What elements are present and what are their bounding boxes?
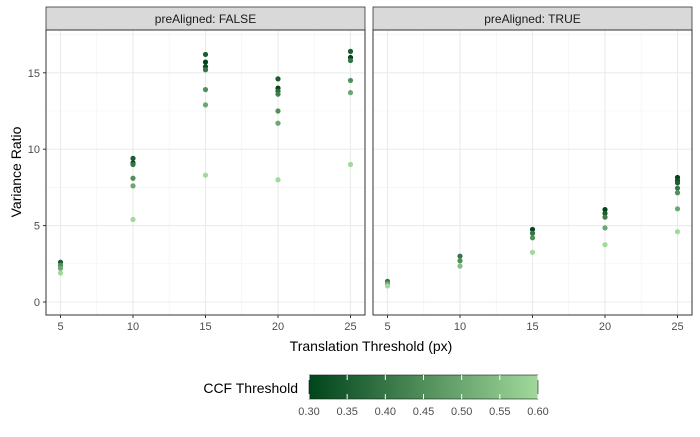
legend-tick-label: 0.40 — [375, 406, 396, 418]
legend-ticks: 0.30 0.35 0.40 0.45 0.50 0.55 0.60 — [298, 375, 549, 418]
data-point — [275, 91, 281, 97]
data-point — [529, 226, 536, 233]
x-tick-label: 20 — [599, 321, 611, 333]
legend-tick-label: 0.45 — [413, 406, 434, 418]
legend-tick-label: 0.60 — [527, 406, 548, 418]
data-point — [457, 253, 463, 259]
facet-panel: preAligned: FALSE 5 10 15 20 25 0 5 10 15 — [28, 6, 366, 333]
data-point — [347, 48, 354, 54]
data-point — [202, 86, 209, 93]
data-point — [602, 214, 608, 220]
data-point — [202, 102, 209, 108]
data-point — [347, 57, 354, 64]
data-point — [347, 77, 354, 84]
x-tick-label: 10 — [454, 321, 466, 333]
data-point — [275, 108, 281, 114]
data-point — [130, 216, 136, 223]
data-point — [275, 120, 281, 126]
x-tick-label: 15 — [526, 321, 538, 333]
x-tick-label: 5 — [57, 321, 63, 333]
data-point — [130, 161, 136, 168]
data-point — [384, 283, 391, 289]
legend-tick-label: 0.30 — [298, 406, 319, 418]
x-tick-label: 15 — [199, 321, 211, 333]
data-point — [57, 265, 64, 271]
data-point — [347, 161, 354, 168]
data-point — [202, 51, 209, 58]
data-point — [202, 172, 209, 178]
data-point — [602, 242, 608, 248]
data-point — [602, 206, 608, 213]
data-point — [529, 249, 536, 255]
color-legend: CCF Threshold 0.30 0.35 0.40 0.45 0.50 0.55 0.… — [203, 374, 549, 418]
data-point — [130, 155, 136, 161]
legend-tick-label: 0.35 — [336, 406, 357, 418]
data-point — [674, 185, 681, 191]
facet-panel: preAligned: TRUE 5 10 15 20 25 — [372, 6, 693, 333]
data-point — [275, 76, 281, 82]
legend-tick-label: 0.50 — [451, 406, 472, 418]
data-point — [57, 270, 64, 276]
x-tick-label: 25 — [671, 321, 683, 333]
data-point — [674, 180, 681, 186]
data-point — [202, 67, 209, 73]
y-tick-label: 10 — [28, 144, 40, 156]
data-point — [347, 90, 354, 96]
data-point — [529, 235, 536, 241]
y-axis-title: Variance Ratio — [8, 126, 24, 217]
data-point — [202, 59, 209, 65]
legend-title: CCF Threshold — [203, 380, 298, 396]
facet-strip-label: preAligned: TRUE — [484, 12, 581, 26]
y-tick-label: 5 — [34, 221, 40, 233]
data-point — [130, 175, 136, 181]
data-point — [130, 183, 136, 189]
data-point — [457, 263, 463, 269]
y-tick-label: 0 — [34, 297, 40, 309]
facet-strip-label: preAligned: FALSE — [155, 12, 256, 26]
data-point — [674, 190, 681, 196]
data-point — [674, 229, 681, 235]
data-point — [602, 210, 608, 216]
x-tick-label: 5 — [384, 321, 390, 333]
data-point — [529, 230, 536, 236]
y-tick-label: 15 — [28, 68, 40, 80]
data-point — [602, 225, 608, 231]
data-point — [457, 258, 463, 264]
legend-tick-label: 0.55 — [489, 406, 510, 418]
data-point — [275, 177, 281, 183]
x-tick-label: 25 — [344, 321, 356, 333]
data-point — [674, 206, 681, 212]
x-tick-label: 10 — [127, 321, 139, 333]
x-tick-label: 20 — [272, 321, 284, 333]
x-axis-title: Translation Threshold (px) — [290, 338, 453, 354]
